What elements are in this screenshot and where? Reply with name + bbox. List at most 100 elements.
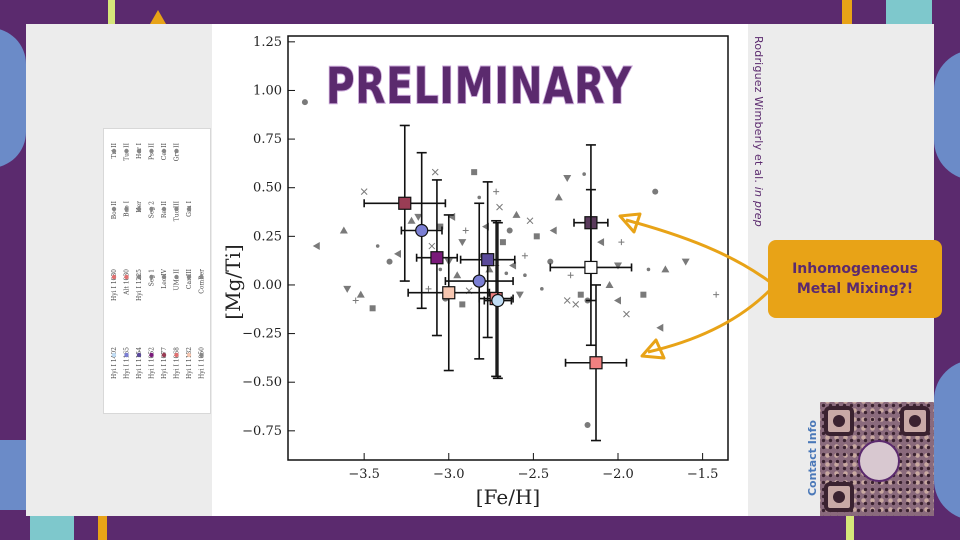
background-star-point: [453, 271, 462, 279]
legend-entry-marker: [111, 206, 117, 212]
legend-entry-label: Hyi I 1402: [111, 347, 118, 379]
background-star-point: [549, 226, 557, 235]
background-star-point: [605, 280, 614, 288]
y-tick-label: −0.50: [242, 375, 282, 390]
legend-entry-marker: [136, 206, 142, 212]
background-star-point: [425, 285, 432, 292]
deco-halfcircle-left: [0, 28, 26, 168]
qr-finder-bottom-left: [824, 482, 854, 512]
legend-entry-marker: [124, 206, 129, 212]
y-axis-label: [Mg/Ti]: [221, 244, 245, 319]
deco-block-teal-top: [886, 0, 932, 24]
background-star-point: [312, 242, 320, 251]
background-star-point: [458, 239, 467, 247]
legend-entry-marker: [161, 148, 167, 154]
galaxy-data-point: [442, 286, 456, 300]
qr-finder-top-left: [824, 406, 854, 436]
legend-entry-marker: [161, 352, 167, 358]
background-star-point: [431, 168, 439, 176]
background-star-point: [646, 267, 651, 272]
background-star-point: [614, 296, 621, 305]
qr-finder-top-right: [900, 406, 930, 436]
background-star-point: [428, 242, 436, 250]
background-star-point: [369, 305, 376, 312]
background-star-point: [343, 285, 352, 293]
callout-text: Inhomogeneous Metal Mixing?!: [792, 261, 918, 297]
legend-entry-marker: [111, 148, 117, 154]
legend-entry-marker: [124, 274, 129, 280]
background-star-point: [504, 271, 509, 276]
background-star-point: [563, 174, 572, 182]
legend-entry-label: Hyi I 1030: [111, 269, 118, 301]
background-star-point: [526, 217, 534, 225]
legend-entry-label: Hyi I 1077: [161, 347, 168, 379]
galaxy-data-point: [481, 253, 495, 267]
qr-code[interactable]: [820, 402, 934, 516]
deco-bar-orange-bottom: [98, 516, 107, 540]
galaxy-data-point: [398, 196, 412, 210]
background-star-point: [515, 291, 524, 299]
deco-bar-yellow: [108, 0, 115, 24]
background-star-point: [506, 227, 513, 234]
legend-entry-label: Hyi I 1165: [124, 347, 131, 379]
legend-entry-marker: [149, 352, 154, 358]
background-star-point: [597, 238, 605, 247]
background-star-point: [477, 195, 482, 200]
legend-entry-label: UMa II: [174, 268, 181, 290]
legend-entry-marker: [124, 352, 129, 358]
contact-info-label: Contact Info: [806, 420, 819, 497]
background-star-point: [563, 297, 571, 304]
preliminary-overlay: PRELIMINARY: [326, 57, 632, 115]
background-star-point: [540, 287, 544, 291]
legend-entry-label: ComBer: [199, 269, 206, 294]
legend-graphic: Tri IITuc IIHor IPsc IICet IIGru IIBoo I…: [111, 142, 206, 379]
background-star-point: [567, 272, 574, 279]
background-star-point: [554, 193, 563, 201]
legend-entry-marker: [174, 352, 179, 358]
legend-entry-label: Hyi I 1052: [149, 347, 156, 379]
legend-entry-marker: [199, 274, 204, 280]
legend-entry-marker: [136, 148, 142, 154]
y-tick-label: −0.25: [242, 327, 282, 342]
legend-entry-label: Hyi I 1225: [136, 269, 143, 301]
legend-entry-marker: [149, 274, 154, 280]
legend-entry-marker: [161, 274, 167, 280]
background-star-point: [656, 323, 664, 332]
legend-entry-label: Her: [136, 201, 143, 213]
deco-halfcircle-right: [934, 50, 960, 180]
background-star-point: [618, 239, 625, 246]
x-tick-label: −2.0: [602, 467, 634, 482]
deco-bar-orange: [842, 0, 852, 24]
background-star-point: [407, 216, 416, 224]
background-star-point: [512, 210, 521, 218]
legend-entry-label: Hyi I 1050: [199, 347, 206, 379]
galaxy-data-point: [430, 251, 444, 265]
x-tick-label: −3.5: [348, 467, 380, 482]
callout-box: Inhomogeneous Metal Mixing?!: [768, 240, 942, 318]
background-star-point: [533, 233, 540, 240]
background-star-point: [614, 262, 622, 270]
author-note-text: Rodriguez Wimberly et al.: [752, 36, 765, 187]
y-tick-label: 1.25: [253, 35, 282, 50]
background-star-point: [496, 203, 503, 211]
legend-entry-marker: [136, 352, 142, 358]
x-tick-label: −3.0: [433, 467, 465, 482]
background-star-point: [584, 421, 591, 428]
background-star-point: [661, 265, 670, 273]
legend-entry-marker: [186, 352, 192, 358]
background-star-point: [681, 258, 690, 266]
legend-entry-marker: [124, 148, 129, 154]
author-note-emphasis: in prep: [752, 186, 765, 227]
background-star-point: [301, 99, 308, 106]
y-tick-label: 0.50: [253, 181, 282, 196]
background-star-point: [471, 169, 478, 176]
legend-entry-marker: [186, 274, 192, 280]
x-tick-label: −1.5: [687, 467, 719, 482]
deco-bar-yellow-bottom: [846, 516, 854, 540]
background-star-point: [394, 249, 401, 258]
background-star-point: [485, 265, 494, 273]
legend-entry-marker: [186, 206, 192, 212]
background-star-point: [414, 213, 423, 221]
legend-entry-label: Hyi I 1068: [174, 347, 181, 379]
galaxy-data-point: [589, 356, 603, 370]
